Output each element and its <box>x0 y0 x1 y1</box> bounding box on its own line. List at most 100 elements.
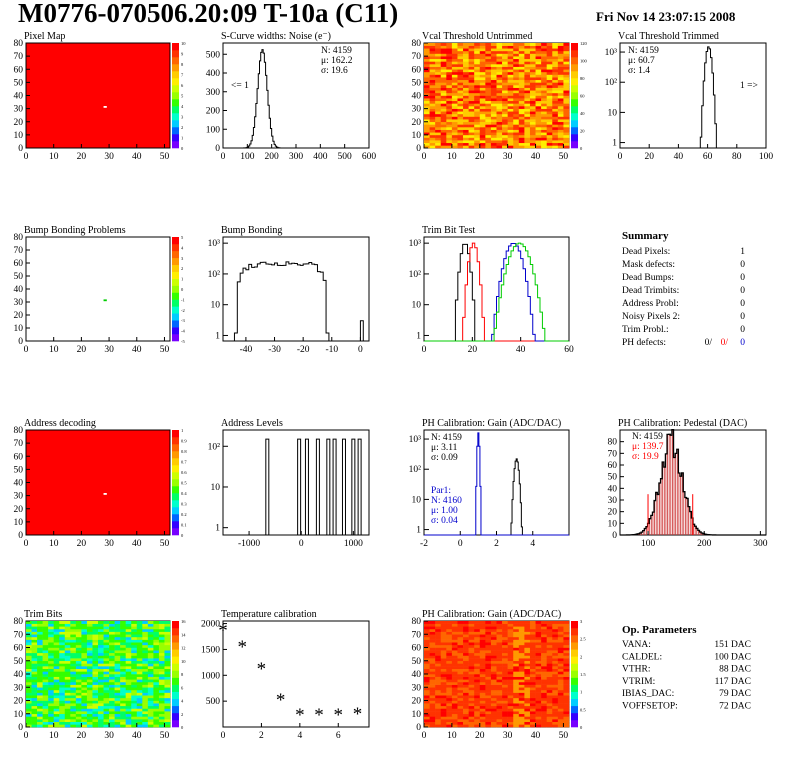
heatmap-cell <box>59 681 66 685</box>
heatmap-cell <box>529 53 536 57</box>
heatmap-cell <box>75 636 82 640</box>
heatmap-cell <box>429 639 436 643</box>
heatmap-cell <box>446 90 453 94</box>
heatmap-cell <box>535 687 542 691</box>
op-param-value: 151 DAC <box>714 640 751 650</box>
heatmap-cell <box>535 121 542 125</box>
heatmap-cell <box>440 92 447 96</box>
heatmap-cell <box>164 628 171 632</box>
heatmap-cell <box>59 671 66 675</box>
heatmap-cell <box>75 663 82 667</box>
color-scale-label: 12 <box>181 646 186 651</box>
heatmap-cell <box>75 668 82 672</box>
heatmap-cell <box>98 687 104 691</box>
heatmap-cell <box>92 621 99 624</box>
heatmap-cell <box>451 636 458 640</box>
heatmap-cell <box>546 668 553 672</box>
heatmap-cell <box>92 650 99 654</box>
heatmap-cell <box>446 671 453 675</box>
heatmap-cell <box>546 61 553 65</box>
color-scale-step <box>571 78 578 86</box>
heatmap-cell <box>64 642 71 646</box>
heatmap-cell <box>114 652 121 656</box>
heatmap-cell <box>86 628 93 632</box>
heatmap-cell <box>490 66 497 70</box>
stat-label: σ: 19.9 <box>632 452 659 462</box>
heatmap-cell <box>557 77 564 81</box>
heatmap-cell <box>557 100 564 104</box>
heatmap-cell <box>424 703 430 707</box>
heatmap-cell <box>158 634 165 638</box>
heatmap-cell <box>496 53 503 57</box>
color-scale-label: 4 <box>181 699 184 704</box>
x-tick-label: 100 <box>240 152 255 162</box>
heatmap-cell <box>490 71 497 75</box>
heatmap-cell <box>114 679 121 683</box>
color-scale-label: 0 <box>580 725 583 730</box>
heatmap-cell <box>557 64 564 67</box>
color-scale-label: 20 <box>580 129 585 134</box>
heatmap-cell <box>513 631 520 635</box>
heatmap-cell <box>557 631 564 635</box>
heatmap-cell <box>457 137 464 141</box>
heatmap-cell <box>429 53 436 57</box>
heatmap-cell <box>524 708 531 712</box>
heatmap-cell <box>485 116 492 120</box>
heatmap-cell <box>451 708 458 712</box>
heatmap-cell <box>114 674 121 677</box>
heatmap-cell <box>463 121 469 125</box>
heatmap-cell <box>92 692 99 696</box>
heatmap-cell <box>136 666 143 669</box>
heatmap-cell <box>490 703 497 707</box>
x-tick-label: 0 <box>24 345 29 355</box>
heatmap-cell <box>424 689 430 693</box>
heatmap-cell <box>103 644 110 648</box>
heatmap-cell <box>435 111 442 115</box>
heatmap-cell <box>474 95 481 99</box>
heatmap-cell <box>535 655 542 659</box>
heatmap-cell <box>147 695 154 699</box>
heatmap-cell <box>429 108 436 112</box>
heatmap-cell <box>496 692 503 696</box>
heatmap-cell <box>468 642 475 646</box>
heatmap-cell <box>114 658 121 662</box>
heatmap-cell <box>490 642 497 646</box>
heatmap-cell <box>153 650 160 654</box>
heatmap-cell <box>541 684 547 688</box>
heatmap-cell <box>446 621 453 624</box>
heatmap-cell <box>479 700 486 704</box>
color-scale-step <box>172 514 179 522</box>
heatmap-cell <box>541 700 547 704</box>
heatmap-cell <box>435 636 442 640</box>
y-tick-label: 10 <box>14 324 24 334</box>
heatmap-cell <box>463 621 469 624</box>
heatmap-cell <box>42 668 49 672</box>
heatmap-cell <box>513 87 520 91</box>
series-blue <box>424 432 569 536</box>
heatmap-cell <box>114 650 121 654</box>
heatmap-cell <box>98 676 104 680</box>
heatmap-cell <box>524 56 531 60</box>
heatmap-cell <box>31 700 38 704</box>
x-tick-label: 0 <box>221 152 226 162</box>
heatmap-cell <box>131 700 138 704</box>
heatmap-cell <box>518 708 525 712</box>
heatmap-cell <box>42 703 49 707</box>
heatmap-cell <box>125 695 132 699</box>
heatmap-cell <box>529 142 536 146</box>
special-pixel <box>103 299 107 302</box>
heatmap-cell <box>103 642 110 646</box>
y-tick-label: 0 <box>416 723 421 733</box>
heatmap-cell <box>513 628 520 632</box>
color-scale-step <box>172 649 179 657</box>
heatmap-cell <box>502 644 508 648</box>
heatmap-cell <box>53 631 60 635</box>
heatmap-cell <box>147 671 154 675</box>
heatmap-cell <box>429 692 436 696</box>
heatmap-cell <box>86 724 93 728</box>
heatmap-cell <box>513 134 520 138</box>
heatmap-cell <box>70 623 77 627</box>
heatmap-cell <box>26 679 32 683</box>
color-scale-label: 16 <box>181 619 186 624</box>
